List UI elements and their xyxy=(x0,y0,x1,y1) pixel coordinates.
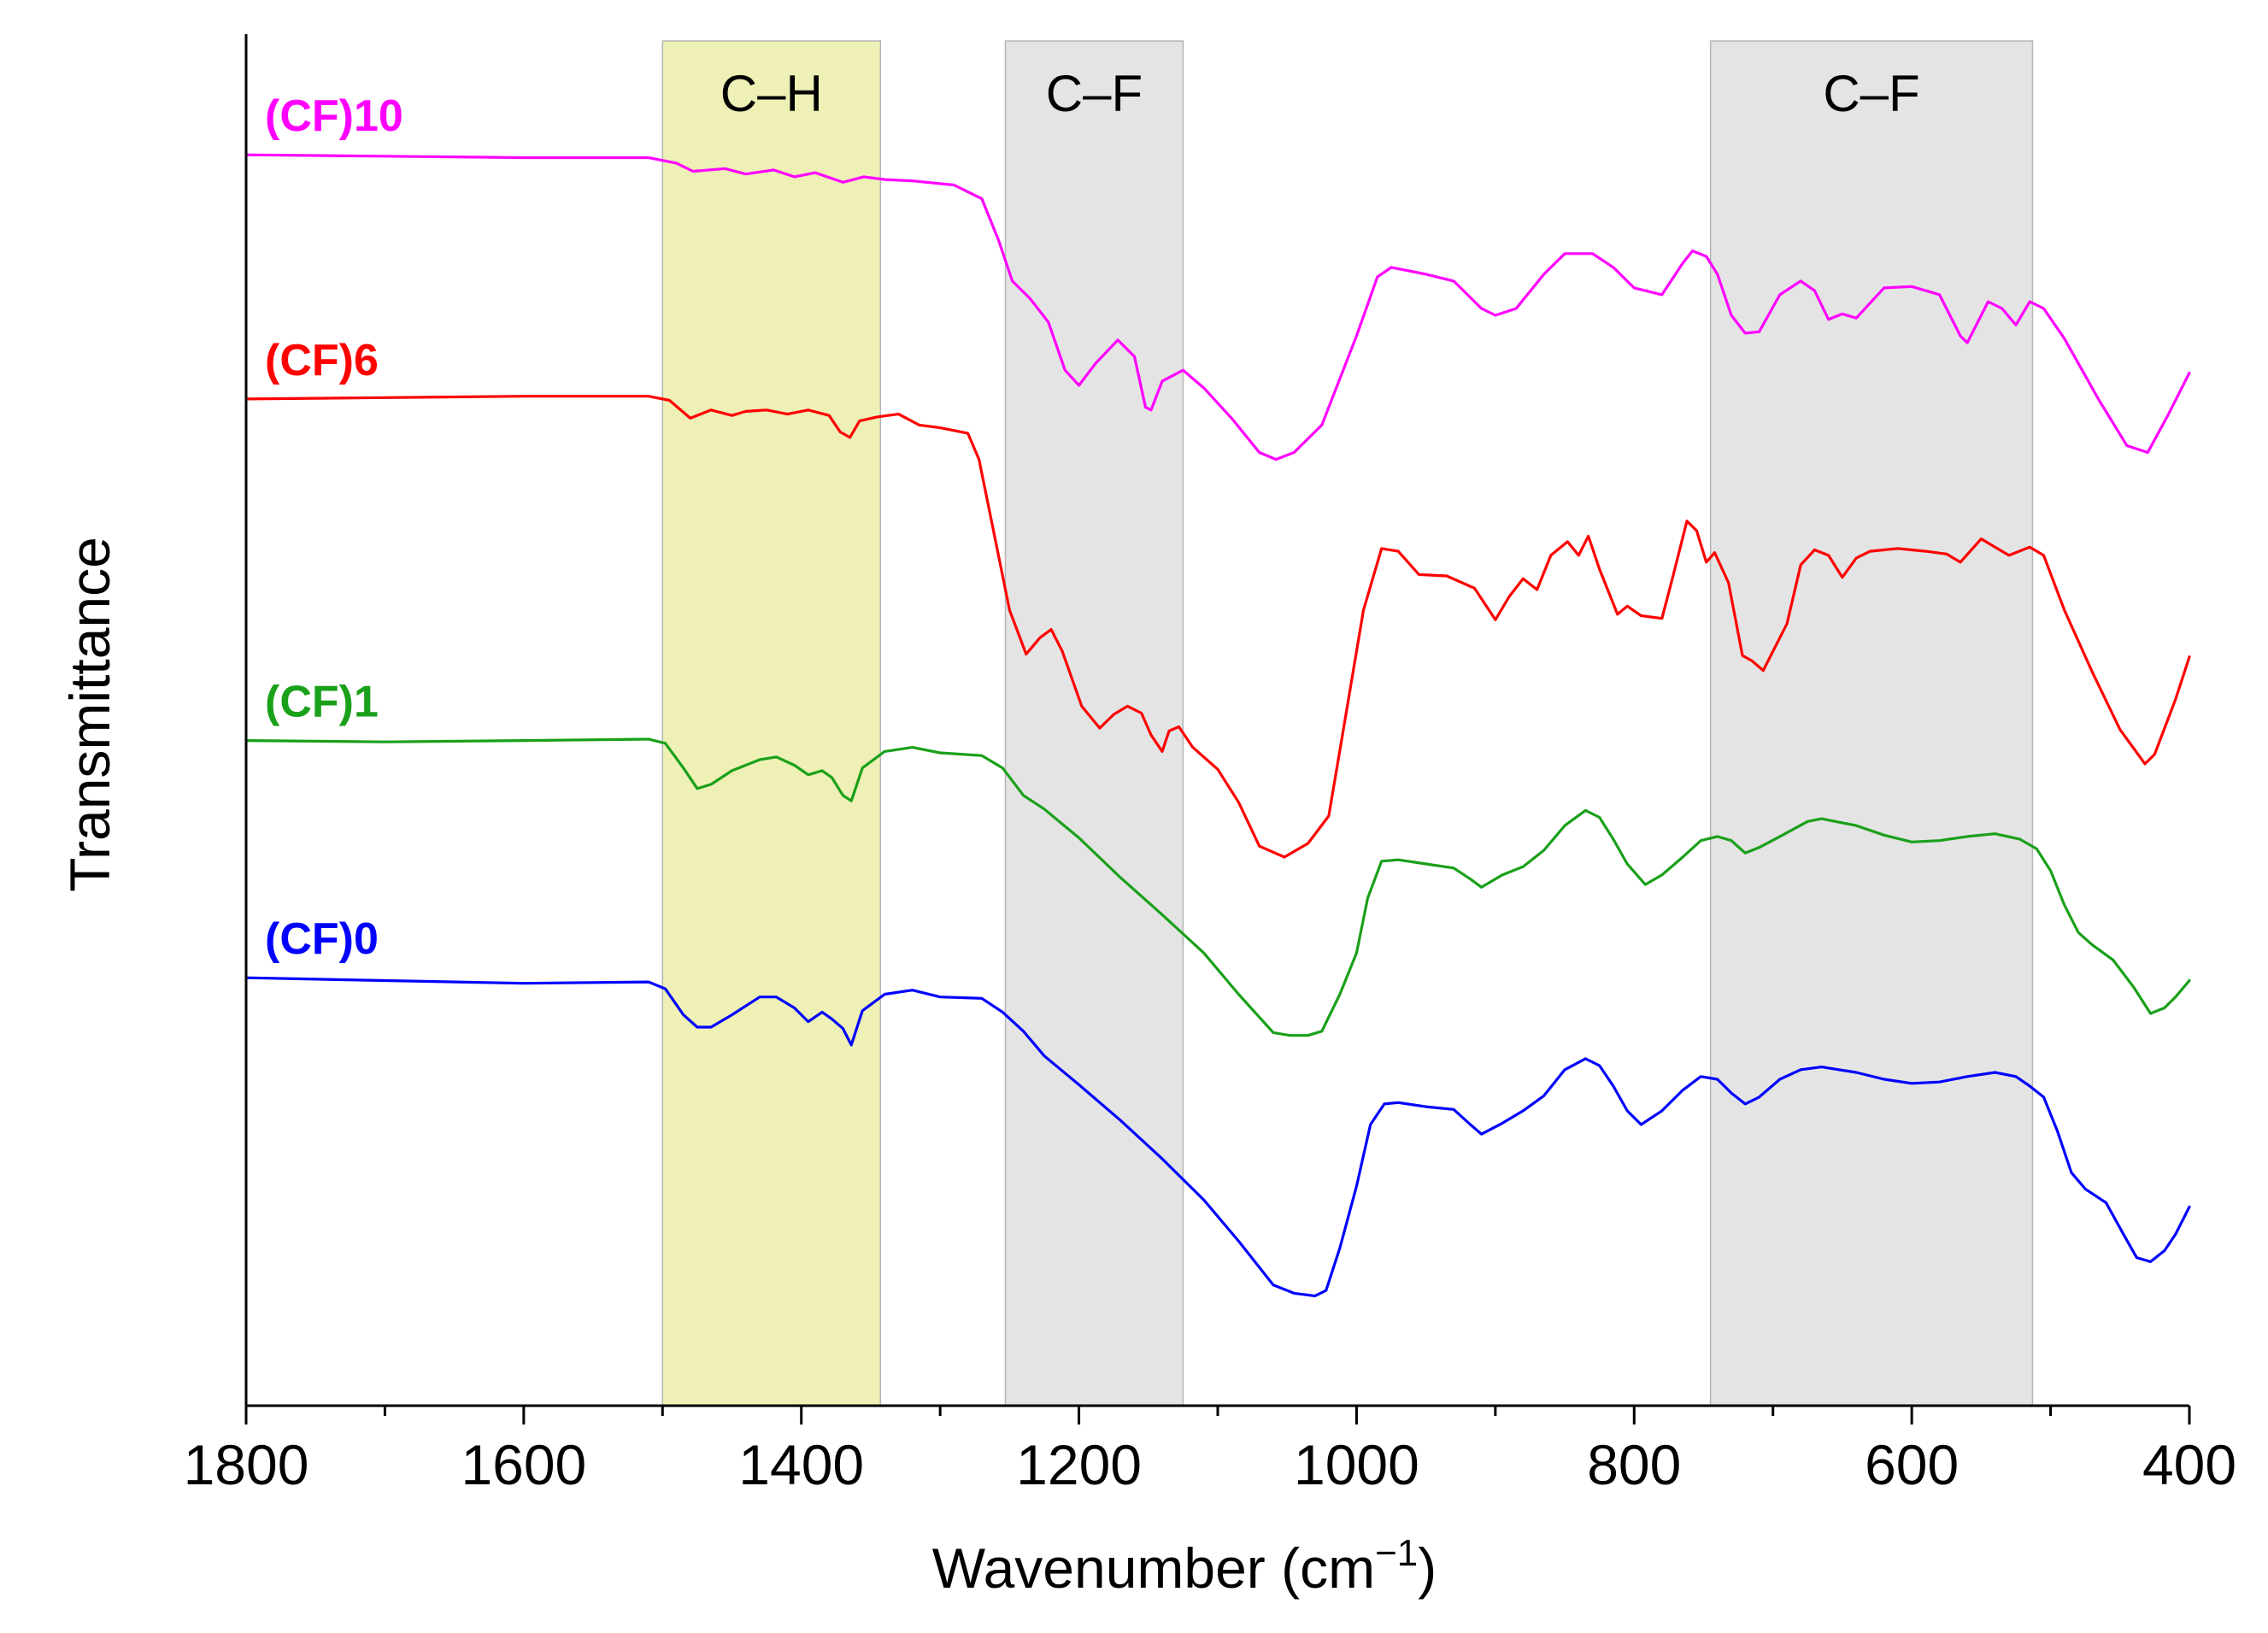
x-ticks: 1800 1600 1400 1200 1000 800 600 400 xyxy=(184,1406,2236,1496)
series-label-3: (CF)0 xyxy=(265,914,379,964)
series-line-2 xyxy=(244,737,2191,1037)
x-tick-label: 1400 xyxy=(738,1433,864,1496)
series-labels: (CF)10 (CF)6 (CF)1 (CF)0 xyxy=(265,91,403,964)
x-tick-label: 1800 xyxy=(184,1433,309,1496)
x-tick-label: 600 xyxy=(1865,1433,1959,1496)
x-axis-title: Wavenumber (cm−1) xyxy=(932,1532,1437,1600)
x-tick-label: 800 xyxy=(1587,1433,1681,1496)
series-label-2: (CF)1 xyxy=(265,678,379,727)
series-line-0 xyxy=(244,153,2191,461)
band-label-0: C–H xyxy=(720,65,823,122)
x-tick-label: 400 xyxy=(2142,1433,2236,1496)
series-line-1 xyxy=(244,395,2191,859)
band-label-1: C–F xyxy=(1046,65,1143,122)
series-lines xyxy=(244,153,2191,1298)
series-label-0: (CF)10 xyxy=(265,91,403,141)
band-region-0 xyxy=(661,40,882,1407)
band-layer: C–H C–F C–F xyxy=(661,40,2034,1407)
x-tick-label: 1200 xyxy=(1016,1433,1142,1496)
series-line-3 xyxy=(244,976,2191,1298)
x-tick-label: 1000 xyxy=(1294,1433,1419,1496)
x-tick-label: 1600 xyxy=(461,1433,586,1496)
series-label-1: (CF)6 xyxy=(265,336,379,385)
band-label-2: C–F xyxy=(1823,65,1919,122)
y-axis-title: Transmittance xyxy=(58,537,121,892)
band-region-2 xyxy=(1709,40,2034,1407)
